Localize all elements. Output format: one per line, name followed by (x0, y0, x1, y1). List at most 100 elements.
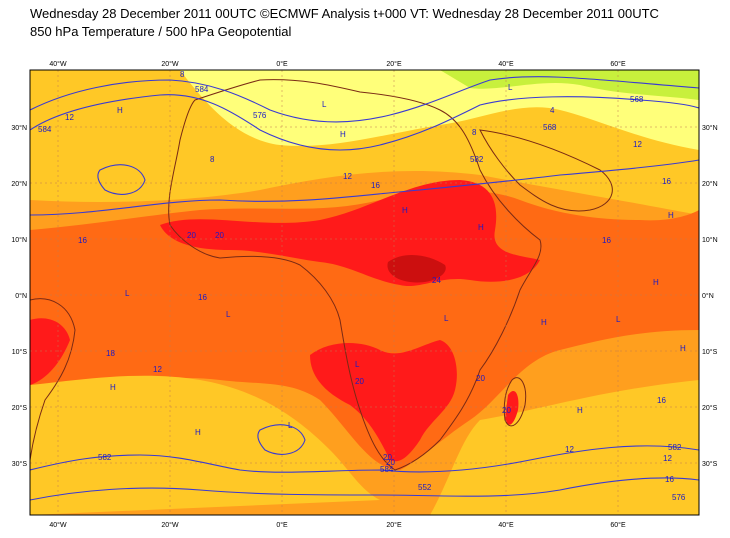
lon-tick-bottom: 0°E (276, 521, 288, 529)
lat-tick-left: 10°S (12, 348, 28, 356)
temperature-label: 20 (476, 374, 485, 383)
lon-ticks-bottom: 40°W 20°W 0°E 20°E 40°E 60°E (49, 521, 626, 529)
lat-tick-right: 10°S (702, 348, 718, 356)
high-marker: H (577, 406, 583, 415)
temperature-label: 20 (383, 453, 392, 462)
lon-tick-bottom: 20°E (386, 521, 402, 529)
temperature-label: 12 (65, 113, 74, 122)
temperature-field-mild-se (430, 380, 699, 515)
lat-ticks-left: 30°N 20°N 10°N 0°N 10°S 20°S 30°S (11, 124, 27, 468)
temperature-label: 8 (210, 155, 215, 164)
geopotential-label: 584 (38, 125, 52, 134)
temperature-label: 20 (386, 458, 395, 467)
high-marker: H (478, 223, 484, 232)
lat-tick-left: 20°N (11, 180, 27, 188)
low-marker: L (125, 289, 130, 298)
lat-tick-right: 0°N (702, 292, 714, 300)
temperature-label: 18 (106, 349, 115, 358)
low-marker: L (444, 314, 449, 323)
lon-tick-bottom: 40°E (498, 521, 514, 529)
geopotential-label: 576 (253, 111, 267, 120)
lat-tick-left: 20°S (12, 404, 28, 412)
high-marker: H (195, 428, 201, 437)
lon-tick-bottom: 40°W (49, 521, 67, 529)
lat-tick-left: 0°N (15, 292, 27, 300)
lon-tick-bottom: 20°W (161, 521, 179, 529)
temperature-label: 16 (665, 475, 674, 484)
lat-tick-right: 30°N (702, 124, 718, 132)
geopotential-label: 576 (672, 493, 686, 502)
geopotential-label: 582 (470, 155, 484, 164)
graticule (30, 70, 699, 515)
lat-tick-right: 10°N (702, 236, 718, 244)
chart-title-line1: Wednesday 28 December 2011 00UTC ©ECMWF … (30, 6, 659, 21)
low-marker: L (288, 421, 293, 430)
lat-tick-right: 20°S (702, 404, 718, 412)
lon-tick-top: 20°W (161, 60, 179, 68)
temperature-field-mild-south (30, 375, 380, 515)
high-marker: H (110, 383, 116, 392)
temperature-label: 8 (180, 70, 185, 79)
lat-tick-left: 10°N (11, 236, 27, 244)
map-border (29, 69, 700, 516)
lat-ticks-right: 30°N 20°N 10°N 0°N 10°S 20°S 30°S (702, 124, 718, 468)
geopotential-label: 584 (380, 465, 394, 474)
low-marker: L (322, 100, 327, 109)
coastline-africa (168, 79, 542, 471)
lon-tick-top: 40°E (498, 60, 514, 68)
low-marker: L (616, 315, 621, 324)
high-marker: H (340, 130, 346, 139)
temperature-field-hot-core (387, 254, 446, 283)
lat-tick-left: 30°S (12, 460, 28, 468)
high-marker: H (402, 206, 408, 215)
lon-tick-top: 60°E (610, 60, 626, 68)
temperature-label: 4 (550, 106, 555, 115)
temperature-label: 12 (153, 365, 162, 374)
coastline-arabia (479, 129, 613, 212)
temperature-label: 12 (633, 140, 642, 149)
temperature-label: 12 (565, 445, 574, 454)
temperature-label: 20 (355, 377, 364, 386)
chart-title-line2: 850 hPa Temperature / 500 hPa Geopotenti… (30, 24, 292, 39)
low-marker: L (355, 360, 360, 369)
temperature-labels: 12 16 16 20 24 20 20 16 20 12 16 18 20 2… (65, 70, 674, 484)
lat-tick-right: 30°S (702, 460, 718, 468)
high-marker: H (117, 106, 123, 115)
temperature-label: 16 (78, 236, 87, 245)
temperature-label: 8 (472, 128, 477, 137)
lat-tick-right: 20°N (702, 180, 718, 188)
temperature-field-very-hot-west (30, 318, 70, 385)
low-marker: L (508, 83, 513, 92)
low-marker: L (226, 310, 231, 319)
coastline-madagascar (503, 377, 527, 427)
geopotential-labels: 568 576 582 584 568 582 584 582 576 552 … (38, 85, 686, 502)
geopotential-label: 552 (418, 483, 432, 492)
temperature-label: 20 (187, 231, 196, 240)
lat-tick-left: 30°N (11, 124, 27, 132)
lon-tick-bottom: 60°E (610, 521, 626, 529)
geopotential-label: 582 (98, 453, 112, 462)
geopotential-contours (30, 76, 699, 501)
temperature-field-very-hot-south (310, 340, 457, 462)
temperature-label: 16 (662, 177, 671, 186)
temperature-label: 16 (657, 396, 666, 405)
temperature-label: 16 (198, 293, 207, 302)
high-marker: H (653, 278, 659, 287)
geopotential-label: 582 (668, 443, 682, 452)
lon-ticks-top: 40°W 20°W 0°E 20°E 40°E 60°E (49, 60, 626, 68)
high-marker: H (680, 344, 686, 353)
temperature-label: 24 (432, 276, 441, 285)
geopotential-label: 568 (630, 95, 644, 104)
lon-tick-top: 40°W (49, 60, 67, 68)
temperature-label: 12 (343, 172, 352, 181)
temperature-label: 16 (602, 236, 611, 245)
geopotential-label: 568 (543, 123, 557, 132)
high-marker: H (668, 211, 674, 220)
lon-tick-top: 0°E (276, 60, 288, 68)
temperature-field-cold-ne (440, 70, 699, 100)
temperature-label: 20 (502, 406, 511, 415)
pressure-markers: H H H H H H H H H H H L L L L L L L L (110, 83, 686, 437)
temperature-field-very-hot-madagascar (505, 390, 519, 425)
temperature-field-very-hot-sahel (160, 180, 540, 287)
